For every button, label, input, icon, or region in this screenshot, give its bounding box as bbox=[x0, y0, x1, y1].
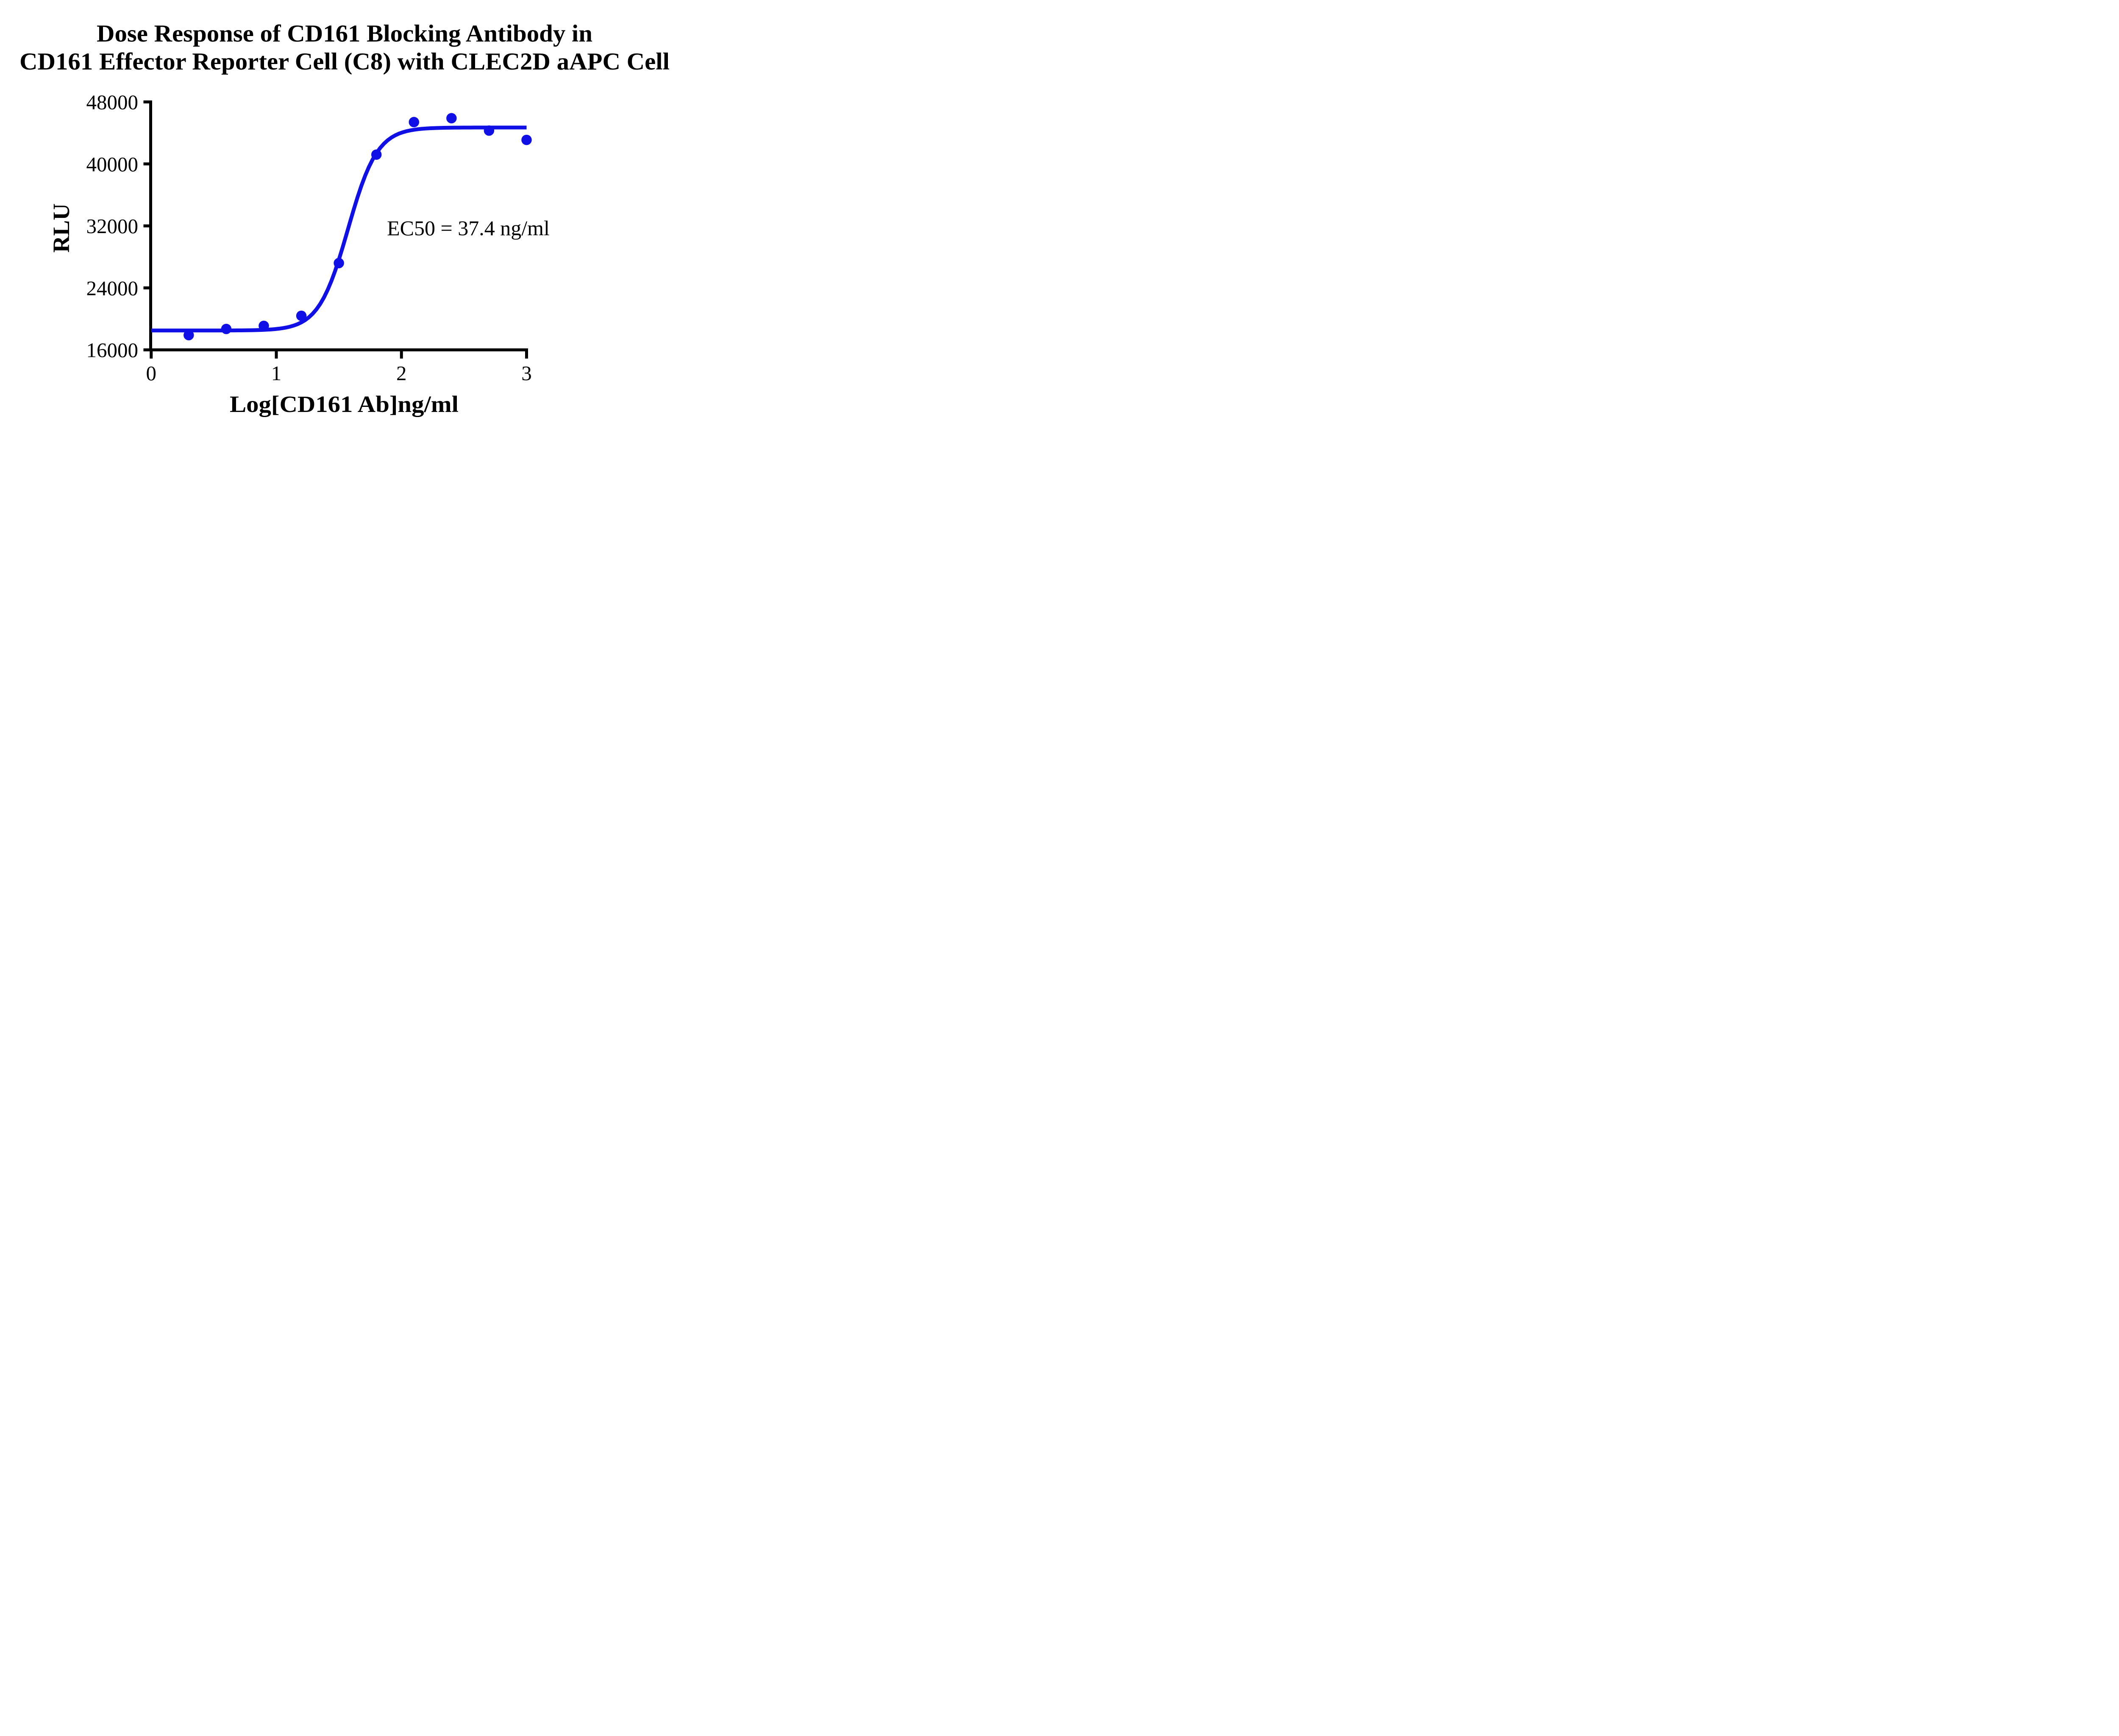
y-axis-title: RLU bbox=[48, 203, 74, 253]
y-tick-label: 32000 bbox=[86, 214, 139, 238]
data-point bbox=[521, 134, 532, 145]
data-point bbox=[484, 125, 495, 136]
data-point bbox=[296, 310, 307, 321]
x-axis-title: Log[CD161 Ab]ng/ml bbox=[230, 391, 459, 417]
axes: 16000 24000 32000 40000 48000 0 1 2 3 bbox=[86, 91, 532, 385]
x-tick-label: 1 bbox=[271, 362, 282, 385]
x-tick-label: 2 bbox=[396, 362, 407, 385]
y-tick-label: 40000 bbox=[86, 153, 139, 176]
ec50-annotation: EC50 = 37.4 ng/ml bbox=[387, 216, 550, 240]
data-point bbox=[184, 330, 194, 341]
chart-title-line-1: Dose Response of CD161 Blocking Antibody… bbox=[97, 20, 592, 47]
y-tick-label: 24000 bbox=[86, 276, 139, 300]
data-point bbox=[259, 320, 269, 331]
data-point bbox=[221, 323, 232, 334]
chart-title-line-2: CD161 Effector Reporter Cell (C8) with C… bbox=[19, 48, 670, 75]
data-points bbox=[184, 113, 532, 341]
x-tick-label: 0 bbox=[146, 362, 157, 385]
x-tick-label: 3 bbox=[521, 362, 532, 385]
y-tick-label: 48000 bbox=[86, 91, 139, 114]
data-point bbox=[409, 117, 420, 128]
dose-response-chart: Dose Response of CD161 Blocking Antibody… bbox=[19, 20, 670, 417]
data-point bbox=[334, 258, 344, 268]
y-tick-label: 16000 bbox=[86, 339, 139, 362]
data-point bbox=[371, 149, 382, 160]
data-point bbox=[446, 113, 457, 124]
